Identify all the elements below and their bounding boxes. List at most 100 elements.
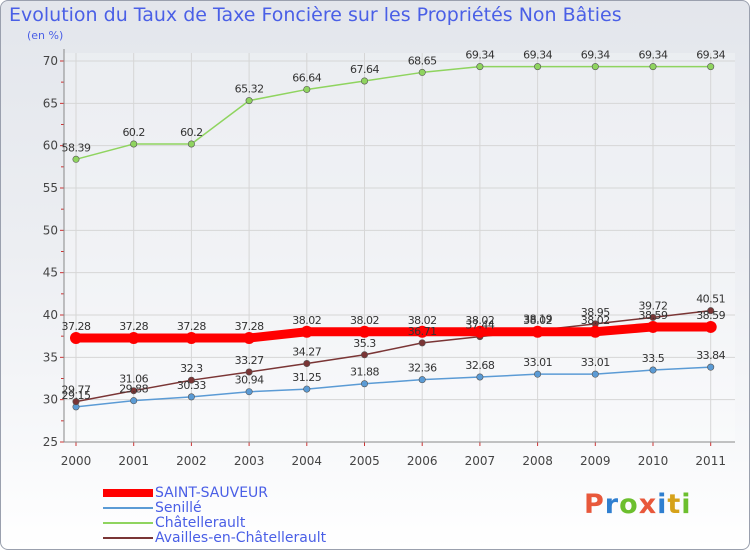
x-tick-label: 2011: [695, 454, 726, 468]
legend-swatch: [103, 489, 153, 497]
data-label: 69.34: [639, 49, 668, 62]
y-tick-label: 40: [43, 308, 58, 322]
data-label: 65.32: [235, 83, 264, 96]
data-label: 66.64: [292, 71, 321, 84]
data-label: 68.65: [408, 54, 437, 67]
data-point: [300, 325, 313, 338]
x-tick-label: 2006: [407, 454, 438, 468]
data-label: 60.2: [122, 126, 145, 139]
series-line: [71, 322, 716, 343]
data-point: [303, 385, 311, 393]
data-label: 40.51: [696, 293, 725, 306]
data-point: [707, 363, 715, 371]
legend-label: Châtellerault: [155, 515, 246, 531]
data-label: 32.36: [408, 362, 437, 375]
data-label: 35.3: [353, 337, 376, 350]
data-label: 32.68: [465, 359, 494, 372]
data-label: 38.02: [292, 314, 321, 327]
x-tick-label: 2008: [522, 454, 553, 468]
data-label: 38.02: [465, 314, 494, 327]
data-label: 33.01: [523, 356, 552, 369]
x-tick-label: 2007: [465, 454, 496, 468]
data-label: 37.28: [119, 320, 148, 333]
y-tick-label: 70: [43, 54, 58, 68]
data-point: [130, 387, 138, 395]
series-line: [75, 309, 712, 403]
data-point: [707, 63, 715, 71]
data-point: [704, 320, 717, 333]
x-tick-label: 2005: [349, 454, 380, 468]
data-point: [187, 140, 195, 148]
data-point: [127, 332, 140, 345]
plot-area: [64, 53, 735, 442]
data-point: [534, 63, 542, 71]
data-label: 33.27: [235, 354, 264, 367]
data-point: [418, 68, 426, 76]
data-point: [360, 351, 368, 359]
data-point: [360, 77, 368, 85]
data-label: 29.88: [119, 383, 148, 396]
x-tick-label: 2009: [580, 454, 611, 468]
data-label: 29.77: [62, 384, 91, 397]
x-tick-label: 2000: [61, 454, 92, 468]
data-point: [185, 332, 198, 345]
data-label: 37.28: [235, 320, 264, 333]
data-point: [647, 320, 659, 333]
data-label: 38.02: [523, 314, 552, 327]
data-point: [534, 370, 542, 378]
data-point: [649, 313, 657, 321]
data-label: 32.3: [180, 362, 203, 375]
x-tick-label: 2002: [176, 454, 207, 468]
legend-label: Availles-en-Châtellerault: [155, 530, 327, 546]
data-label: 39.72: [639, 299, 668, 312]
chart-unit-label: (en %): [27, 29, 64, 42]
series-line: [75, 366, 712, 408]
data-label: 58.39: [62, 141, 91, 154]
data-label: 69.34: [696, 49, 725, 62]
data-label: 37.44: [465, 319, 494, 332]
data-label: 31.06: [119, 373, 148, 386]
data-point: [303, 85, 311, 93]
data-point: [418, 376, 426, 384]
x-tick-label: 2010: [638, 454, 669, 468]
data-point: [649, 366, 657, 374]
data-point: [589, 325, 602, 338]
data-label: 69.34: [465, 49, 494, 62]
data-label: 33.5: [642, 352, 665, 365]
data-label: 67.64: [350, 63, 379, 76]
data-label: 38.02: [408, 314, 437, 327]
data-label: 31.88: [350, 366, 379, 379]
data-label: 38.02: [581, 314, 610, 327]
legend-label: Senillé: [155, 500, 202, 516]
data-point: [476, 373, 484, 381]
data-point: [476, 63, 484, 71]
data-label: 36.71: [408, 325, 437, 338]
data-label: 38.95: [581, 306, 610, 319]
data-label: 34.27: [292, 346, 321, 359]
data-label: 30.94: [235, 374, 264, 387]
y-tick-label: 25: [43, 435, 58, 449]
y-tick-label: 35: [43, 350, 58, 364]
data-point: [130, 140, 138, 148]
data-point: [245, 368, 253, 376]
series-line: [75, 65, 712, 161]
data-point: [591, 370, 599, 378]
data-label: 33.01: [581, 356, 610, 369]
data-label: 38.59: [696, 309, 725, 322]
legend-swatch: [103, 522, 153, 524]
x-tick-label: 2004: [292, 454, 323, 468]
data-label: 69.34: [581, 49, 610, 62]
y-tick-label: 50: [43, 223, 58, 237]
data-point: [187, 393, 195, 401]
data-point: [358, 325, 371, 338]
data-point: [72, 155, 80, 163]
data-label: 37.28: [177, 320, 206, 333]
chart-title: Evolution du Taux de Taxe Foncière sur l…: [9, 4, 622, 26]
data-label: 60.2: [180, 126, 203, 139]
data-point: [130, 397, 138, 405]
data-point: [416, 325, 429, 338]
data-label: 38.59: [639, 309, 668, 322]
data-point: [531, 325, 544, 338]
